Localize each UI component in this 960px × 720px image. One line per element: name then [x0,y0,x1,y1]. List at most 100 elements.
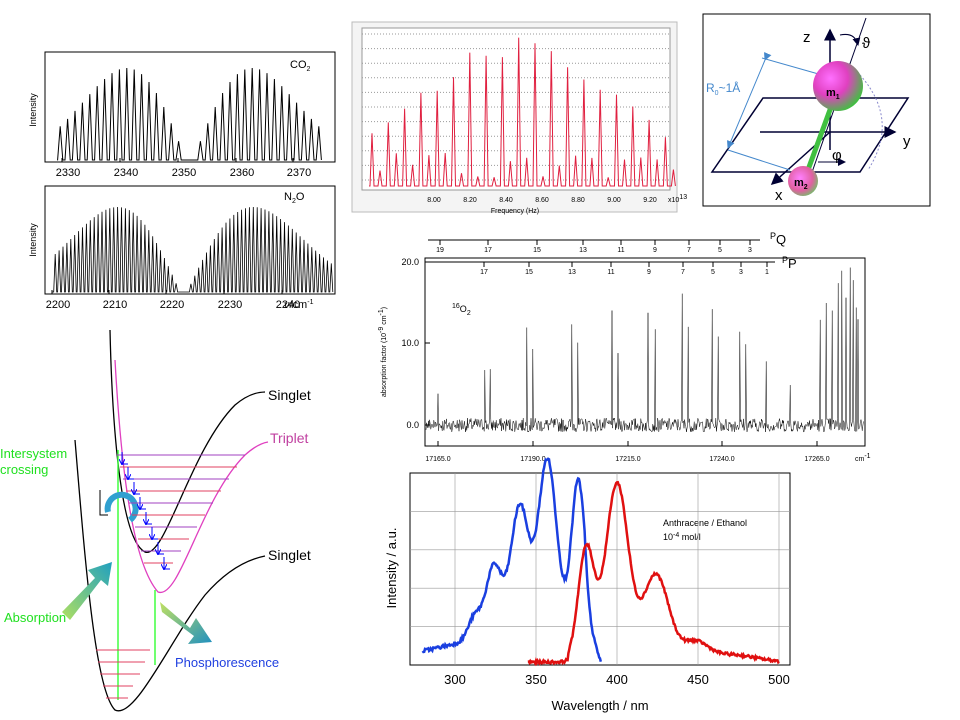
x-tick-label: 8.20 [463,197,477,204]
x-tick-label: 2360 [230,167,254,179]
species-label: 16O2 [452,303,471,317]
legend-background [660,512,782,546]
label-sub: 0 [715,90,719,97]
pq-tick-label: 9 [653,247,657,254]
isc-arrow [104,491,139,523]
jablonski-diagram: Singlet Triplet Singlet Intersystem cros… [0,329,311,712]
projection [859,74,883,171]
x-tick-label: 2340 [114,167,138,179]
y-label: y [903,133,911,150]
state-label: Singlet [268,387,311,403]
label-part: R [706,81,715,95]
x-label: Wavelength / nm [551,698,648,713]
fluorescence-panel: Intensity / a.u. Wavelength / nm Anthrac… [384,457,791,713]
frequency-panel: x1013 Frequency (Hz) 8.00 8.20 8.40 8.60 8.8… [351,21,687,215]
label-part: ) [381,307,388,309]
absorption-curve [421,457,603,662]
state-label: Triplet [270,430,308,446]
o2-panel: PQ PP 16O2 absorption factor (10-9 cm-1)… [378,231,871,463]
x-tick-label: 17265.0 [804,456,829,463]
x-tick-label: 17215.0 [615,456,640,463]
x-tick-label: 2370 [287,167,311,179]
atom-m1 [813,61,863,111]
x-tick-label: 2210 [103,299,127,311]
label-sub: 2 [804,184,808,191]
label-sup: -9 [378,327,385,333]
label-sub: 2 [467,310,471,317]
pq-tick-label: 7 [687,247,691,254]
isc-bracket [99,490,108,516]
x-tick-label: 17165.0 [425,456,450,463]
isc-label: crossing [0,462,48,477]
label-sub: 1 [836,94,840,101]
pp-tick-label: 9 [647,269,651,276]
pq-tick-label: 3 [748,247,752,254]
label-part: CO [290,59,307,71]
atom-m2 [788,166,818,196]
x-tick-label: 17240.0 [709,456,734,463]
pq-label: PQ [770,231,786,247]
label-part: O [296,191,305,203]
label-part: 10 [663,532,673,542]
label-sup: 13 [679,194,687,201]
pp-tick-label: 13 [568,269,576,276]
pp-tick-label: 15 [525,269,533,276]
m1-label: m1 [826,87,840,101]
x-tick-label: 17190.0 [520,456,545,463]
absorption-label: Absorption [4,610,66,625]
x-tick-label: 9.20 [643,197,657,204]
label-sup: -1 [378,309,385,315]
molecule-label: CO2 [290,59,311,73]
molecule-diagram: m1 m2 z ϑ y x φ R0~1Å [702,13,931,207]
label-sup: P [782,255,788,265]
x-tick-label: 2330 [56,167,80,179]
distance-guide [727,149,791,171]
n2o-panel: N2O Intensity ν/cm-1 2200 2210 2220 2230 224… [28,185,336,311]
label-sup: 16 [452,303,460,310]
x-unit: ν/cm-1 [284,299,314,311]
phi-label: φ [832,147,842,164]
pq-tick-label: 17 [484,247,492,254]
pp-tick-label: 11 [607,269,614,276]
distance-label: R0~1Å [706,80,740,97]
x-tick-label: 8.40 [499,197,513,204]
pq-tick-label: 11 [617,247,624,254]
label-part: O [460,304,467,314]
label-sup: -1 [864,453,870,460]
pq-tick-label: 19 [436,247,444,254]
y-tick-label: 0.0 [406,420,419,430]
x-tick-label: 400 [606,672,628,687]
distance-arrow [727,51,772,149]
label-part: x10 [668,197,679,204]
x-tick-label: 2200 [46,299,70,311]
y-label: Intensity / a.u. [384,528,399,609]
spectrum [425,267,864,433]
x-tick-label: 350 [525,672,547,687]
phosphorescence-label: Phosphorescence [175,655,279,670]
x-scale: x1013 [668,194,687,204]
label-part: cm [855,456,865,463]
label-part: /cm [290,299,308,311]
singlet-ground-curve [74,439,266,712]
x-tick-label: 450 [687,672,709,687]
label-part: cm [381,315,388,326]
label-part: ν [284,299,290,311]
label-sub: 2 [292,198,296,205]
x-tick-label: 2240 [276,299,300,311]
m2-label: m2 [794,177,808,191]
y-label: Intensity [28,223,38,257]
label-sup: P [770,231,776,241]
x-tick-label: 2350 [172,167,196,179]
plot-frame [409,472,791,666]
label-part: Q [776,232,786,247]
plot-frame [424,257,866,447]
label-sup: -1 [307,299,313,306]
label-part: N [284,191,292,203]
label-sup: -4 [673,532,679,539]
pp-tick-label: 5 [711,269,715,276]
plot-area [361,27,671,191]
molecule-label: N2O [284,191,305,205]
panel-frame [44,185,336,295]
phosphorescence-arrow [160,602,212,644]
